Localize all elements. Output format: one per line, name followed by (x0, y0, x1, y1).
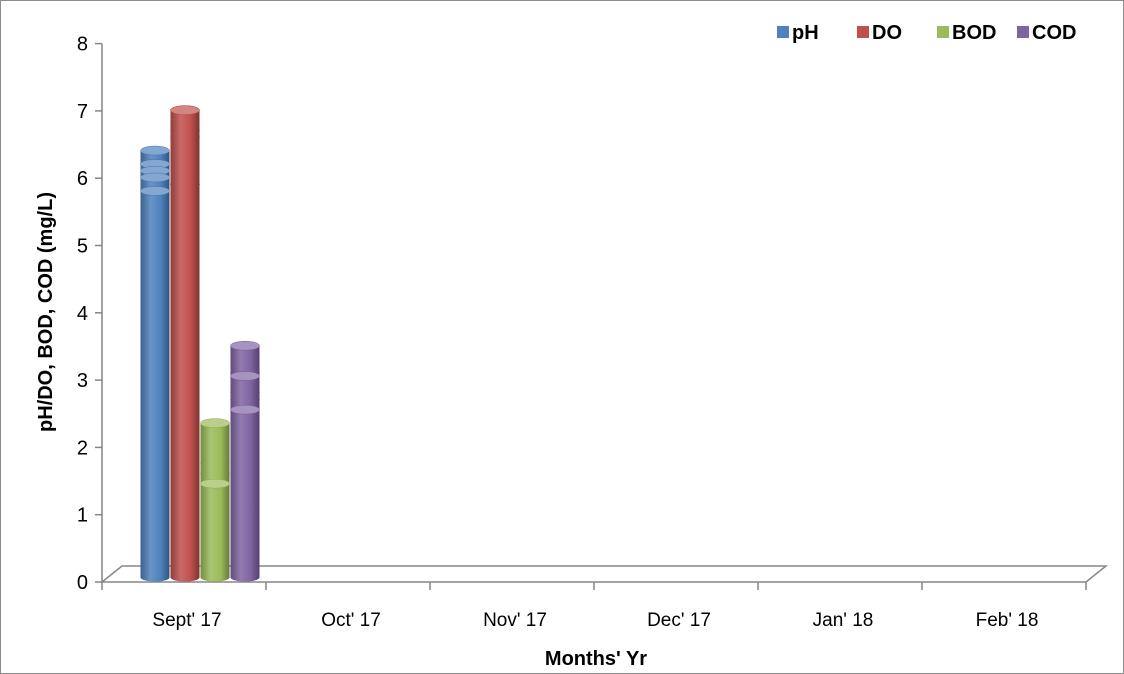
x-category-label: Jan' 18 (813, 610, 874, 631)
legend-item-cod: COD (1017, 22, 1076, 44)
bar-top (230, 404, 260, 415)
axes: 0 1 2 3 4 5 6 7 8 Sept' 17 Oct' 17 Nov' 17 Dec' 17 Ja… (77, 34, 1109, 631)
bar-body (170, 110, 200, 582)
bars (140, 105, 260, 582)
y-tick-label: 3 (77, 370, 88, 392)
bar-top (200, 418, 230, 428)
x-axis-title: Months' Yr (545, 648, 647, 670)
legend-label: BOD (952, 22, 996, 44)
legend-item-ph: pH (777, 22, 819, 44)
x-category-label: Sept' 17 (152, 610, 221, 631)
x-category-label: Nov' 17 (483, 610, 547, 631)
y-tick-label: 6 (77, 168, 88, 190)
bar-top (140, 172, 170, 183)
legend-swatch (857, 26, 869, 38)
legend-label: pH (792, 22, 819, 44)
y-tick-label: 0 (77, 572, 88, 594)
y-tick-label: 2 (77, 437, 88, 459)
bar-do-5 (170, 105, 200, 582)
y-tick-label: 7 (77, 101, 88, 123)
legend-label: DO (872, 22, 902, 44)
y-tick-label: 4 (77, 303, 88, 325)
legend-item-bod: BOD (937, 22, 996, 44)
x-category-label: Dec' 17 (647, 610, 711, 631)
bar-top (230, 340, 260, 351)
y-tick-label: 1 (77, 505, 88, 527)
bar-cod-5 (230, 404, 260, 582)
x-category-label: Oct' 17 (321, 610, 381, 631)
legend-label: COD (1032, 22, 1076, 44)
legend-swatch (777, 26, 789, 38)
bar-bod-5 (200, 478, 230, 582)
legend: pH DO BOD COD (777, 22, 1076, 44)
bar-ph-5 (140, 186, 170, 582)
y-axis-title: pH/DO, BOD, COD (mg/L) (35, 192, 57, 432)
bar-top (140, 186, 170, 196)
legend-item-do: DO (857, 22, 902, 44)
bar-top (170, 105, 200, 115)
legend-swatch (937, 26, 949, 38)
bar-body (200, 483, 230, 582)
bar-body (140, 190, 170, 582)
legend-swatch (1017, 26, 1029, 38)
y-tick-label: 8 (77, 34, 88, 56)
bar-body (230, 409, 260, 582)
x-category-label: Feb' 18 (976, 610, 1039, 631)
bar-top (140, 145, 170, 156)
bar-top (200, 478, 230, 489)
bar-top (230, 371, 260, 381)
y-tick-label: 5 (77, 236, 88, 258)
